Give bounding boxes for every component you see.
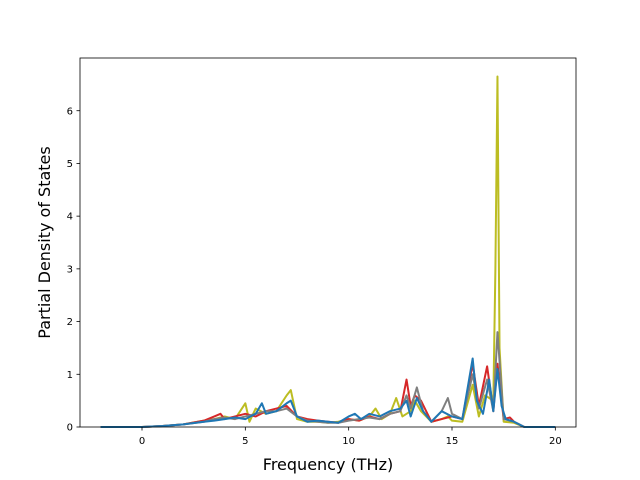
x-axis-label: Frequency (THz) [263,455,393,474]
x-tick-label: 15 [446,436,459,447]
x-tick-label: 20 [549,436,562,447]
tick-layer: 0 5 10 15 20 0 1 2 3 4 5 6 [67,106,562,447]
plot-frame [79,57,577,428]
series-line-4 [100,357,556,428]
y-tick-label: 3 [67,264,73,275]
y-axis-label: Partial Density of States [35,146,54,338]
series-line-1 [100,75,556,428]
y-tick-label: 0 [67,423,73,434]
y-tick-label: 6 [67,106,73,117]
y-tick-label: 4 [67,212,73,223]
series-layer [100,75,556,428]
y-tick-label: 5 [67,159,73,170]
y-tick-label: 1 [67,370,73,381]
x-tick-label: 0 [139,436,145,447]
series-line-3 [100,331,556,428]
y-tick-label: 2 [67,317,73,328]
x-tick-label: 5 [242,436,248,447]
x-tick-label: 10 [342,436,355,447]
